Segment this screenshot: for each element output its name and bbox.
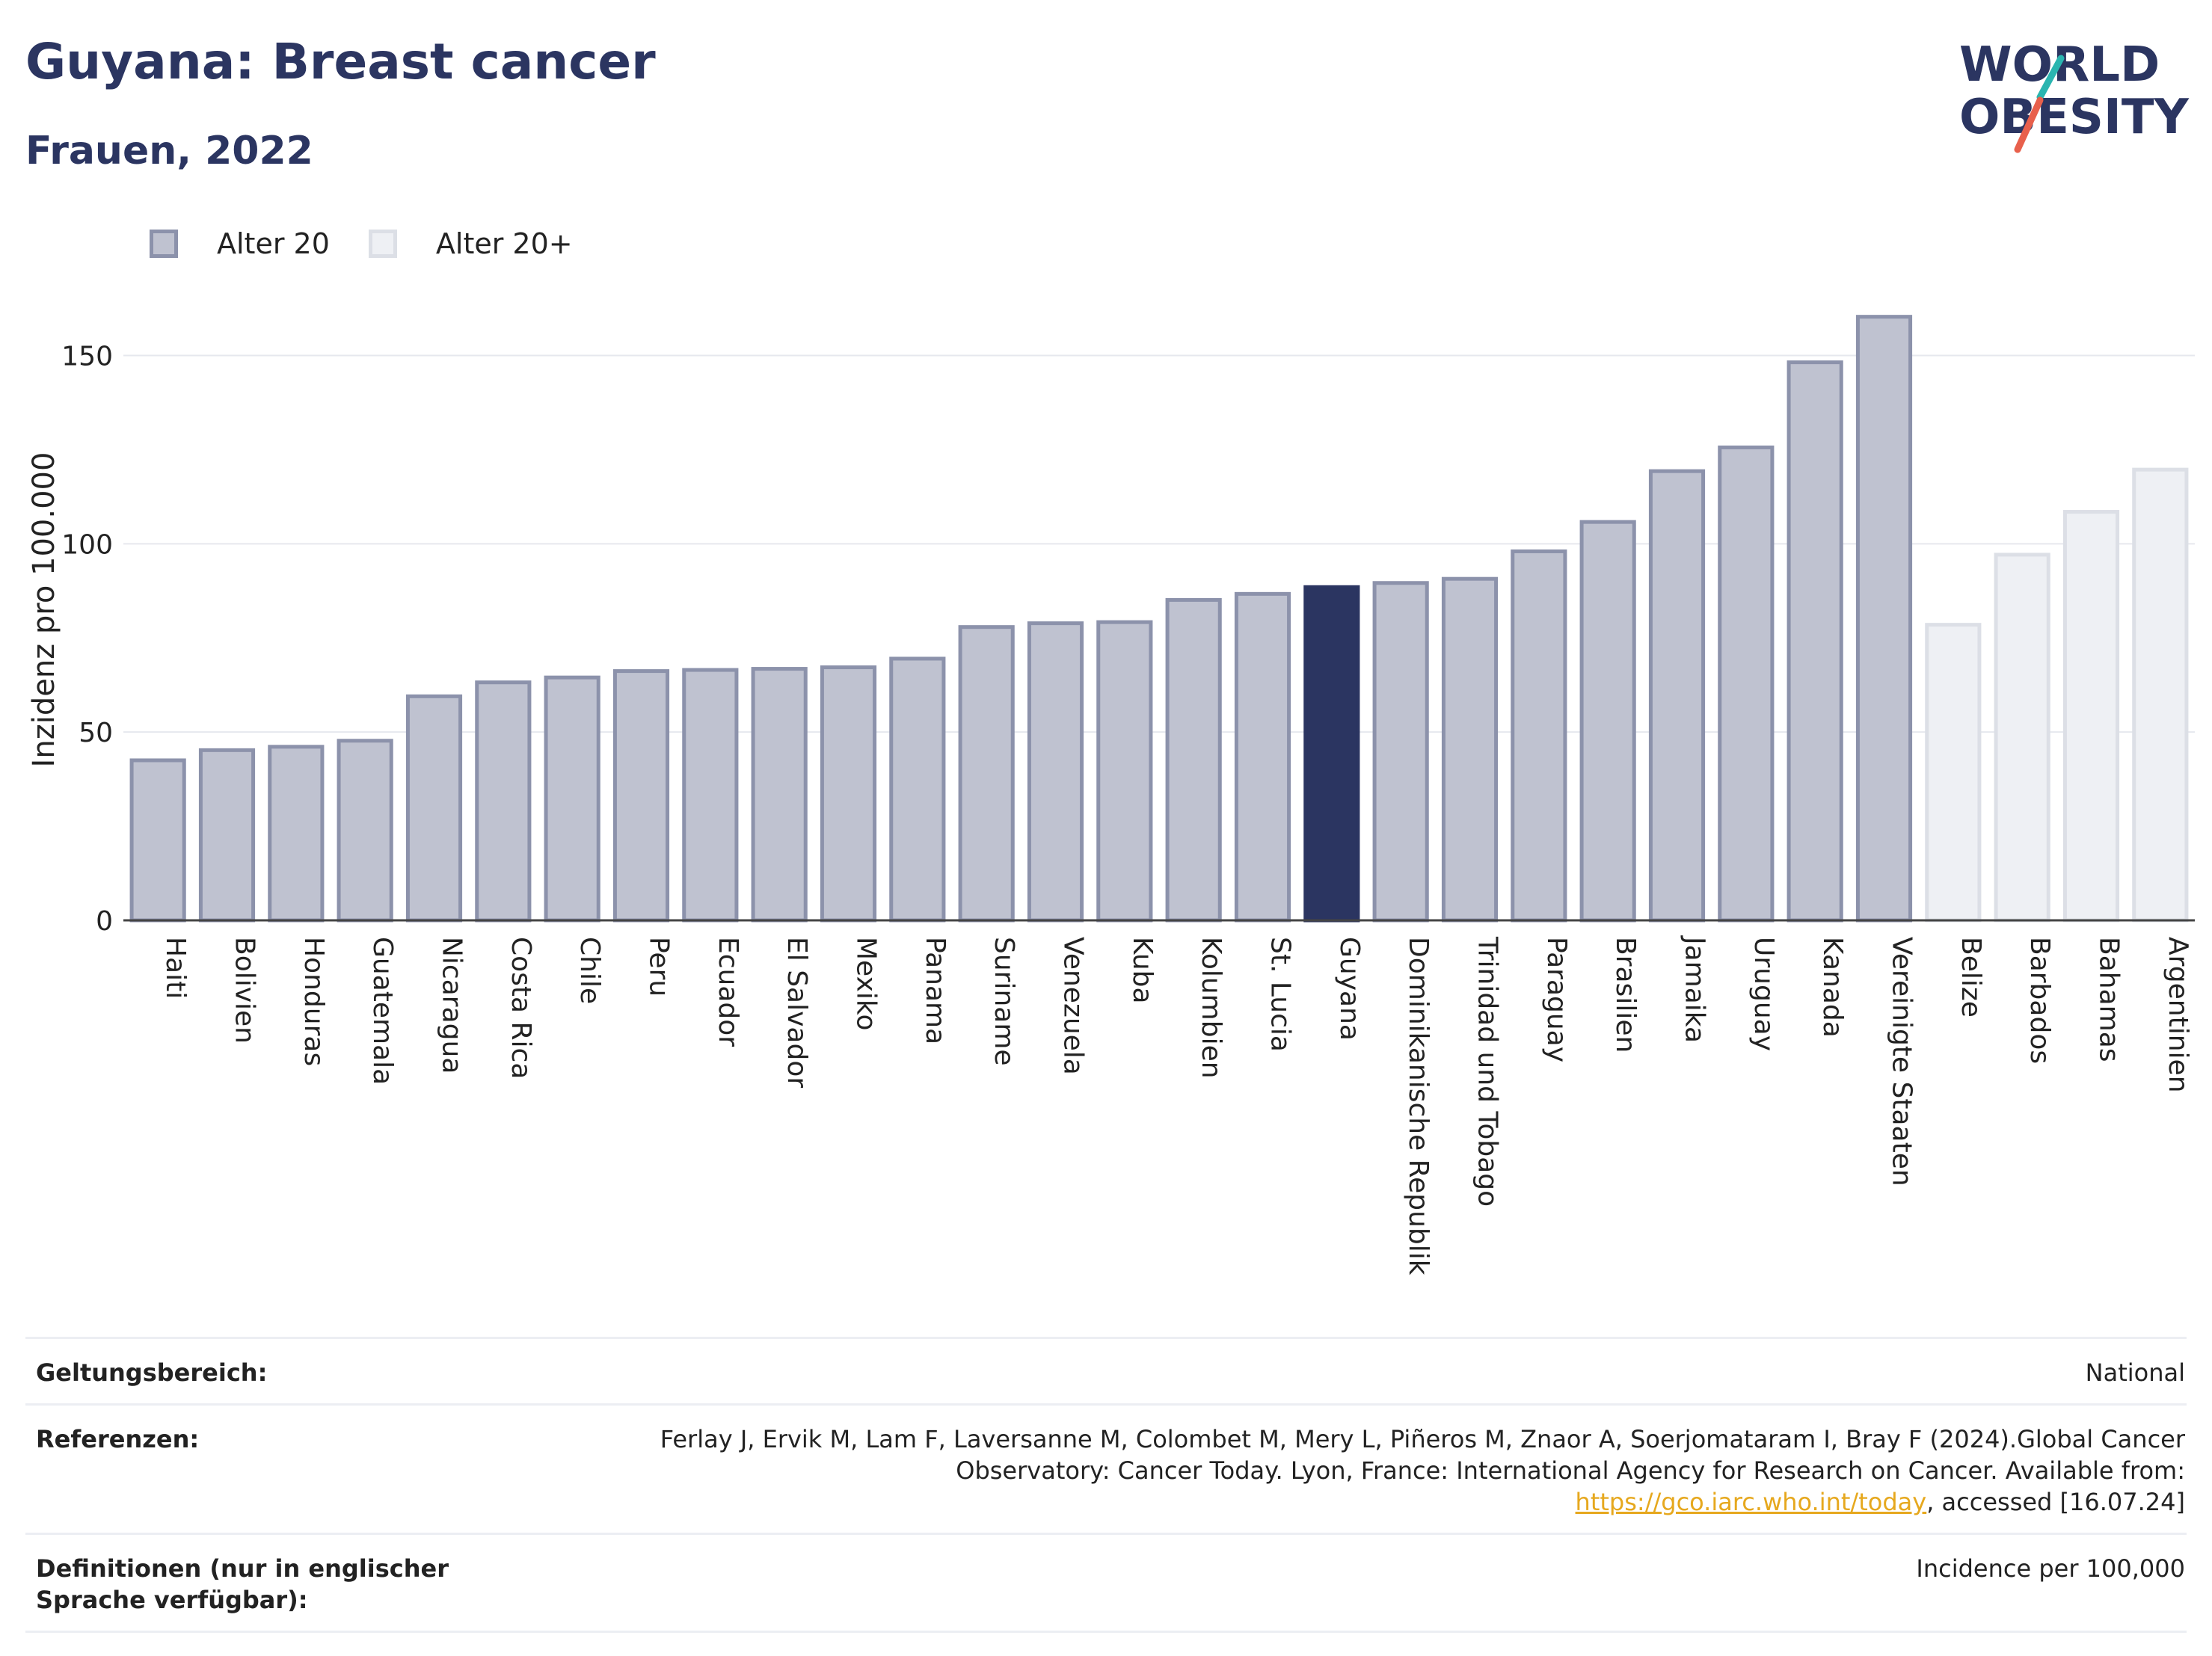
x-tick-label: Uruguay	[1748, 937, 1779, 1051]
bar-kanada	[1787, 360, 1843, 923]
x-tick-label: Dominikanische Republik	[1403, 937, 1434, 1275]
x-tick-label: Belize	[1956, 937, 1986, 1018]
bar-kolumbien	[1165, 597, 1222, 923]
bar-chart: 0 50 100 150 Inzidenz pro 100.000 Haiti Bolivi…	[27, 315, 2195, 1275]
x-tick-label: Bolivien	[230, 937, 260, 1044]
info-row-references: Referenzen: Ferlay J, Ervik M, Lam F, La…	[25, 1403, 2187, 1533]
references-text-2: , accessed [16.07.24]	[1926, 1488, 2185, 1516]
bar-jamaika	[1648, 469, 1706, 923]
bar-kuba	[1096, 620, 1153, 923]
bar-vereinigte-staaten	[1855, 315, 1913, 923]
references-text-1: Ferlay J, Ervik M, Lam F, Laversanne M, …	[660, 1425, 2185, 1485]
references-label: Referenzen:	[36, 1425, 200, 1453]
x-tick-label: Paraguay	[1541, 937, 1572, 1062]
x-tick-label: Venezuela	[1058, 937, 1089, 1075]
x-tick-label: Mexiko	[851, 937, 882, 1030]
bar-bahamas	[2062, 510, 2120, 923]
references-value: Ferlay J, Ervik M, Lam F, Laversanne M, …	[615, 1423, 2187, 1518]
references-link[interactable]: https://gco.iarc.who.int/today	[1575, 1488, 1927, 1516]
info-row-definitions: Definitionen (nur in englischer Sprache …	[25, 1533, 2187, 1633]
bar-ecuador	[682, 668, 739, 923]
x-tick-label: Ecuador	[713, 937, 743, 1047]
legend-label-alter-20: Alter 20	[217, 227, 330, 260]
x-tick-label: Kuba	[1127, 937, 1158, 1004]
x-tick-label: Guyana	[1334, 937, 1365, 1041]
y-tick-label: 50	[79, 718, 113, 748]
info-row-scope: Geltungsbereich: National	[25, 1337, 2187, 1403]
bar-belize	[1925, 623, 1982, 923]
chart-legend: Alter 20 Alter 20+	[150, 223, 612, 265]
bar-haiti	[129, 758, 186, 923]
page-title: Guyana: Breast cancer	[25, 33, 656, 90]
x-tick-label: St. Lucia	[1265, 937, 1296, 1052]
logo-line-2: OBESITY	[1959, 90, 2189, 145]
legend-label-alter-20-plus: Alter 20+	[435, 227, 573, 260]
bar-bolivien	[198, 748, 256, 923]
x-tick-label: Kanada	[1817, 937, 1848, 1038]
y-axis-label: Inzidenz pro 100.000	[27, 452, 61, 768]
x-tick-label: Kolumbien	[1196, 937, 1226, 1079]
page-subtitle: Frauen, 2022	[25, 129, 313, 173]
x-tick-label: Nicaragua	[437, 937, 467, 1074]
legend-swatch-alter-20	[150, 230, 178, 258]
x-tick-label: Guatemala	[367, 937, 398, 1085]
bar-panama	[889, 656, 946, 923]
x-tick-label: Suriname	[989, 937, 1019, 1066]
definitions-value: Incidence per 100,000	[1916, 1554, 2185, 1583]
bar-guatemala	[337, 739, 393, 923]
x-tick-label: Vereinigte Staaten	[1887, 937, 1917, 1186]
logo-slash-coral	[2014, 96, 2044, 153]
legend-swatch-alter-20-plus	[368, 230, 397, 258]
y-tick-label: 150	[61, 342, 113, 372]
scope-label: Geltungsbereich:	[36, 1358, 268, 1387]
legend-item-alter-20[interactable]: Alter 20	[150, 227, 330, 260]
x-tick-label: El Salvador	[781, 937, 812, 1088]
y-tick-label: 100	[61, 529, 113, 560]
legend-item-alter-20-plus[interactable]: Alter 20+	[368, 227, 573, 260]
info-table: Geltungsbereich: National Referenzen: Fe…	[25, 1337, 2187, 1633]
bar-el-salvador	[751, 667, 808, 923]
bar-peru	[612, 669, 670, 923]
x-tick-label: Peru	[644, 937, 675, 997]
x-tick-label: Bahamas	[2094, 937, 2125, 1062]
bar-brasilien	[1579, 520, 1636, 923]
bar-barbados	[1994, 552, 2050, 923]
bar-uruguay	[1718, 445, 1775, 923]
x-tick-label: Jamaika	[1680, 935, 1710, 1043]
bar-chile	[544, 675, 600, 923]
x-tick-label: Panama	[920, 937, 950, 1044]
x-tick-label: Trinidad und Tobago	[1472, 936, 1503, 1207]
bar-paraguay	[1511, 549, 1567, 923]
x-tick-label: Brasilien	[1610, 937, 1641, 1053]
logo-slash-teal	[2036, 55, 2065, 101]
scope-value: National	[2085, 1358, 2185, 1387]
x-tick-label: Chile	[574, 937, 605, 1004]
bar-suriname	[958, 625, 1015, 923]
bar-costa-rica	[475, 680, 532, 923]
x-tick-label: Haiti	[160, 937, 191, 999]
bar-nicaragua	[405, 694, 463, 923]
x-tick-label: Argentinien	[2163, 937, 2193, 1093]
bar-trinidad-und-tobago	[1441, 576, 1499, 923]
bar-honduras	[268, 745, 325, 923]
bar-st-lucia	[1234, 591, 1291, 923]
bar-mexiko	[820, 665, 877, 923]
x-tick-label: Barbados	[2024, 937, 2055, 1064]
x-tick-label: Honduras	[298, 937, 329, 1066]
bar-guyana	[1303, 585, 1360, 923]
bar-venezuela	[1027, 621, 1084, 923]
definitions-label: Definitionen (nur in englischer Sprache …	[36, 1554, 449, 1614]
y-tick-label: 0	[96, 906, 113, 937]
world-obesity-logo: WORLD OBESITY	[1959, 39, 2189, 153]
x-tick-label: Costa Rica	[506, 937, 536, 1079]
bar-dominikanische-republik	[1372, 581, 1429, 923]
bar-argentinien	[2132, 467, 2189, 923]
